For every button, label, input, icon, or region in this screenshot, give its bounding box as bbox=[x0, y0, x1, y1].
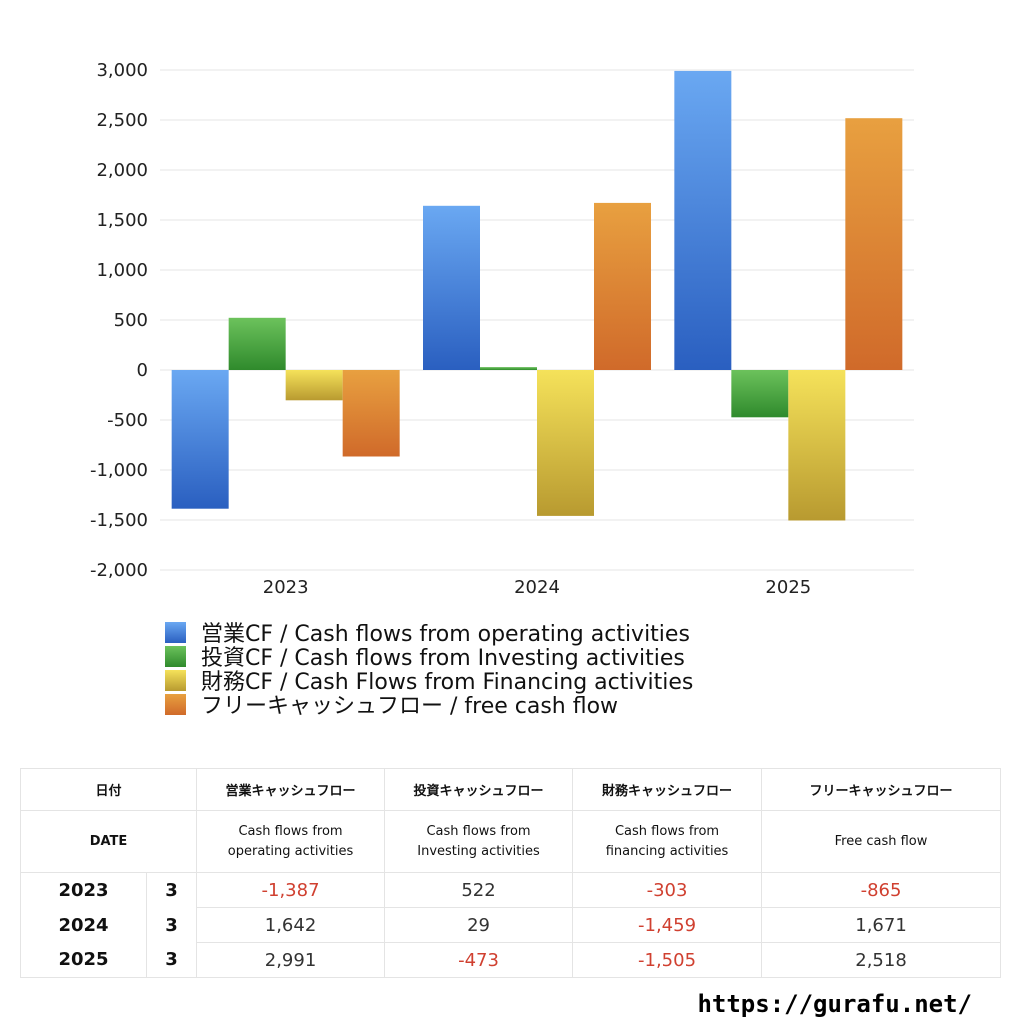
row-investing-value: 522 bbox=[384, 872, 574, 908]
bar-2025-series-2 bbox=[788, 370, 846, 521]
table-row: 2023 3 -1,387 522 -303 -865 bbox=[20, 872, 1002, 908]
y-tick-label: 1,000 bbox=[96, 260, 148, 281]
row-financing-value: -303 bbox=[572, 872, 763, 908]
legend-label-free-cash-flow: フリーキャッシュフロー / free cash flow bbox=[201, 694, 619, 719]
row-year: 2023 bbox=[20, 872, 147, 908]
y-tick-label: 2,000 bbox=[96, 160, 148, 181]
row-financing-value: -1,505 bbox=[572, 942, 763, 978]
legend-item-investing: 投資CF / Cash flows from Investing activit… bbox=[165, 644, 693, 671]
header-financing-en: Cash flows from financing activities bbox=[572, 810, 763, 873]
cash-flow-table: 日付 営業キャッシュフロー 投資キャッシュフロー 財務キャッシュフロー フリーキ… bbox=[19, 768, 1002, 978]
header-operating-en: Cash flows from operating activities bbox=[196, 810, 386, 873]
header-free-cash-flow-en: Free cash flow bbox=[761, 810, 1002, 873]
row-month: 3 bbox=[145, 907, 198, 943]
row-month: 3 bbox=[145, 872, 198, 908]
legend-item-operating: 営業CF / Cash flows from operating activit… bbox=[165, 620, 693, 647]
bar-2024-series-1 bbox=[480, 367, 537, 370]
header-date-en: DATE bbox=[19, 810, 198, 873]
bar-2023-series-1 bbox=[228, 317, 286, 370]
bar-2024-series-0 bbox=[423, 205, 480, 370]
legend-swatch-financing bbox=[165, 669, 186, 691]
legend-item-free-cash-flow: フリーキャッシュフロー / free cash flow bbox=[165, 692, 693, 719]
row-free-cash-flow-value: 1,671 bbox=[761, 907, 1002, 943]
bar-2025-series-3 bbox=[845, 118, 903, 370]
cash-flow-bar-chart: 3,000 2,500 2,000 1,500 1,000 500 0 -500 -1,000 -… bbox=[90, 60, 914, 598]
row-operating-value: 2,991 bbox=[196, 942, 386, 978]
bar-2023-series-0 bbox=[171, 370, 229, 509]
y-tick-label: -2,000 bbox=[90, 560, 148, 581]
header-investing-en: Cash flows from Investing activities bbox=[384, 810, 574, 873]
table-row: 2025 3 2,991 -473 -1,505 2,518 bbox=[20, 942, 1002, 978]
header-investing-ja: 投資キャッシュフロー bbox=[384, 768, 574, 811]
y-tick-label: 1,500 bbox=[96, 210, 148, 231]
y-tick-label: -1,000 bbox=[90, 460, 148, 481]
header-financing-ja: 財務キャッシュフロー bbox=[572, 768, 763, 811]
legend-label-financing: 財務CF / Cash Flows from Financing activit… bbox=[201, 670, 694, 695]
row-investing-value: 29 bbox=[384, 907, 574, 943]
row-year: 2025 bbox=[20, 942, 147, 978]
chart-legend: 営業CF / Cash flows from operating activit… bbox=[165, 620, 693, 719]
header-date-ja: 日付 bbox=[19, 768, 197, 811]
y-tick-label: 0 bbox=[137, 360, 148, 381]
legend-label-investing: 投資CF / Cash flows from Investing activit… bbox=[201, 646, 685, 671]
table-header-row-en: DATE Cash flows from operating activitie… bbox=[19, 810, 1002, 873]
y-tick-label: 3,000 bbox=[96, 60, 148, 81]
header-free-cash-flow-en-text: Free cash flow bbox=[834, 833, 928, 849]
legend-item-financing: 財務CF / Cash Flows from Financing activit… bbox=[165, 668, 693, 695]
bar-2024-series-3 bbox=[594, 202, 651, 370]
row-year: 2024 bbox=[20, 907, 147, 943]
bar-2025-series-1 bbox=[731, 370, 789, 418]
x-tick-label: 2023 bbox=[263, 577, 309, 598]
row-investing-value: -473 bbox=[384, 942, 574, 978]
legend-swatch-operating bbox=[165, 621, 186, 643]
y-tick-label: -500 bbox=[107, 410, 148, 431]
site-url[interactable]: https://gurafu.net/ bbox=[697, 990, 972, 1018]
y-tick-label: -1,500 bbox=[90, 510, 148, 531]
x-tick-label: 2024 bbox=[514, 577, 560, 598]
row-operating-value: 1,642 bbox=[196, 907, 386, 943]
row-free-cash-flow-value: 2,518 bbox=[761, 942, 1002, 978]
legend-swatch-free-cash-flow bbox=[165, 693, 186, 715]
y-tick-label: 2,500 bbox=[96, 110, 148, 131]
header-investing-en-text: Cash flows from Investing activities bbox=[417, 823, 540, 859]
header-financing-en-text: Cash flows from financing activities bbox=[605, 823, 729, 859]
bar-2023-series-3 bbox=[342, 370, 400, 457]
bar-2024-series-2 bbox=[537, 370, 594, 516]
row-month: 3 bbox=[145, 942, 198, 978]
header-operating-en-text: Cash flows from operating activities bbox=[227, 823, 354, 859]
table-row: 2024 3 1,642 29 -1,459 1,671 bbox=[20, 907, 1002, 943]
header-free-cash-flow-ja: フリーキャッシュフロー bbox=[761, 768, 1002, 811]
table-header-row-ja: 日付 営業キャッシュフロー 投資キャッシュフロー 財務キャッシュフロー フリーキ… bbox=[19, 768, 1002, 811]
row-financing-value: -1,459 bbox=[572, 907, 763, 943]
bar-2023-series-2 bbox=[285, 370, 343, 401]
row-free-cash-flow-value: -865 bbox=[761, 872, 1002, 908]
x-tick-label: 2025 bbox=[765, 577, 811, 598]
y-tick-label: 500 bbox=[114, 310, 148, 331]
row-operating-value: -1,387 bbox=[196, 872, 386, 908]
bar-2025-series-0 bbox=[674, 70, 732, 371]
legend-label-operating: 営業CF / Cash flows from operating activit… bbox=[201, 622, 690, 647]
legend-swatch-investing bbox=[165, 645, 186, 667]
header-operating-ja: 営業キャッシュフロー bbox=[196, 768, 386, 811]
